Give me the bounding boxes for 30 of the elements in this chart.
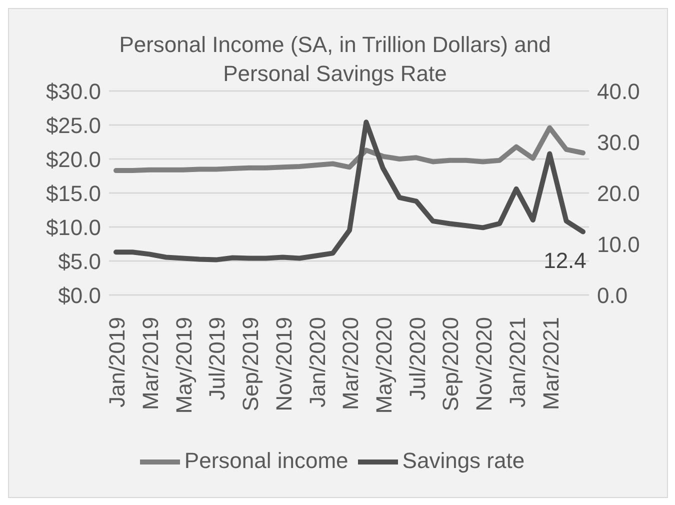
y-tick-label: $0.0	[58, 282, 101, 308]
x-tick-label: Nov/2019	[271, 317, 296, 412]
y-tick-label: $20.0	[46, 146, 101, 172]
x-tick-label: Mar/2021	[538, 317, 564, 410]
x-tick-label: Sep/2019	[238, 317, 264, 412]
legend-label: Savings rate	[402, 448, 525, 473]
y-tick-label: $15.0	[46, 180, 101, 206]
x-tick-label: Sep/2020	[438, 317, 464, 412]
chart-title: Personal Income (SA, in Trillion Dollars) and Personal Savings Rate	[119, 32, 551, 86]
y-tick-label: $25.0	[46, 112, 101, 138]
x-tick-label: Mar/2019	[138, 317, 163, 410]
x-tick-label: Jul/2019	[204, 317, 230, 400]
y2-tick-label: 20.0	[597, 180, 640, 206]
y2-tick-label: 10.0	[597, 232, 640, 257]
x-tick-label: May/2019	[171, 317, 196, 414]
y2-tick-label: 30.0	[597, 130, 640, 155]
x-tick-label: Jan/2021	[504, 317, 530, 408]
data-label: 12.4	[544, 248, 586, 273]
x-tick-label: Jul/2020	[404, 317, 430, 400]
y2-tick-label: 0.0	[597, 282, 628, 308]
y-tick-label: $5.0	[58, 248, 101, 274]
x-tick-label: Jan/2020	[304, 317, 330, 408]
y2-tick-label: 40.0	[597, 78, 640, 104]
x-tick-label: Nov/2020	[472, 317, 497, 412]
x-tick-label: May/2020	[371, 317, 396, 414]
legend-label: Personal income	[184, 448, 348, 473]
x-tick-label: Mar/2020	[338, 317, 364, 410]
y-tick-label: $10.0	[46, 214, 101, 240]
y-tick-label: $30.0	[46, 78, 101, 104]
x-tick-label: Jan/2019	[104, 317, 130, 408]
